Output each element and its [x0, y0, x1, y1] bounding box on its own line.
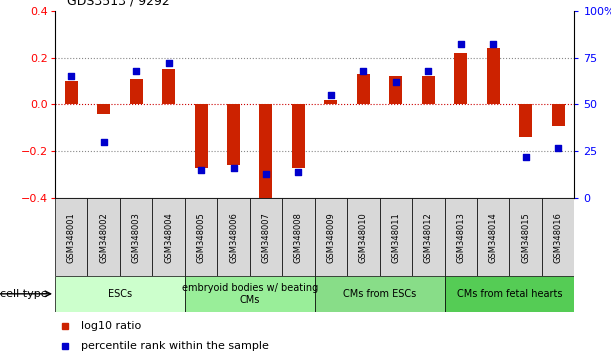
Text: GSM348007: GSM348007	[262, 212, 271, 263]
Bar	[87, 198, 120, 276]
Bar	[162, 69, 175, 104]
Bar	[315, 198, 347, 276]
Bar	[218, 198, 250, 276]
Bar	[444, 198, 477, 276]
Bar	[487, 48, 500, 104]
Bar	[357, 74, 370, 104]
Point	[99, 139, 109, 145]
Text: GSM348001: GSM348001	[67, 212, 76, 263]
Text: GSM348009: GSM348009	[326, 212, 335, 263]
Text: percentile rank within the sample: percentile rank within the sample	[81, 341, 269, 350]
Text: CMs from fetal hearts: CMs from fetal hearts	[456, 289, 562, 299]
Bar	[152, 198, 185, 276]
Point	[229, 165, 238, 171]
Bar	[477, 198, 510, 276]
Point	[326, 92, 336, 98]
Bar	[412, 198, 444, 276]
Text: ESCs: ESCs	[108, 289, 132, 299]
Text: GSM348016: GSM348016	[554, 212, 563, 263]
Bar	[97, 104, 110, 114]
Text: CMs from ESCs: CMs from ESCs	[343, 289, 416, 299]
Point	[456, 41, 466, 47]
Point	[164, 60, 174, 66]
Point	[391, 79, 401, 85]
Text: GSM348006: GSM348006	[229, 212, 238, 263]
Text: GDS3513 / 9292: GDS3513 / 9292	[67, 0, 170, 7]
Bar	[250, 198, 282, 276]
Text: GSM348011: GSM348011	[391, 212, 400, 263]
Bar	[422, 76, 435, 104]
Bar	[324, 100, 337, 104]
Bar	[260, 104, 273, 198]
Bar	[510, 198, 542, 276]
Bar	[315, 276, 444, 312]
Bar	[194, 104, 208, 168]
Text: GSM348010: GSM348010	[359, 212, 368, 263]
Bar	[120, 198, 152, 276]
Point	[131, 68, 141, 74]
Bar	[65, 81, 78, 104]
Bar	[282, 198, 315, 276]
Text: GSM348004: GSM348004	[164, 212, 173, 263]
Text: GSM348005: GSM348005	[197, 212, 205, 263]
Point	[261, 171, 271, 177]
Bar	[379, 198, 412, 276]
Point	[553, 145, 563, 150]
Bar	[185, 198, 218, 276]
Text: GSM348008: GSM348008	[294, 212, 303, 263]
Text: cell type: cell type	[0, 289, 48, 299]
Bar	[185, 276, 315, 312]
Bar	[454, 53, 467, 104]
Bar	[55, 198, 87, 276]
Bar	[227, 104, 240, 165]
Point	[67, 74, 76, 79]
Bar	[55, 276, 185, 312]
Bar	[444, 276, 574, 312]
Point	[488, 41, 498, 47]
Text: GSM348013: GSM348013	[456, 212, 465, 263]
Text: GSM348003: GSM348003	[131, 212, 141, 263]
Bar	[292, 104, 305, 168]
Text: GSM348002: GSM348002	[99, 212, 108, 263]
Bar	[347, 198, 379, 276]
Text: log10 ratio: log10 ratio	[81, 321, 141, 331]
Text: GSM348012: GSM348012	[424, 212, 433, 263]
Text: GSM348014: GSM348014	[489, 212, 498, 263]
Bar	[519, 104, 532, 137]
Point	[521, 154, 530, 160]
Point	[359, 68, 368, 74]
Bar	[542, 198, 574, 276]
Point	[423, 68, 433, 74]
Text: GSM348015: GSM348015	[521, 212, 530, 263]
Point	[293, 169, 303, 175]
Bar	[389, 76, 402, 104]
Text: embryoid bodies w/ beating
CMs: embryoid bodies w/ beating CMs	[181, 283, 318, 305]
Point	[196, 167, 206, 173]
Bar	[552, 104, 565, 126]
Bar	[130, 79, 142, 104]
